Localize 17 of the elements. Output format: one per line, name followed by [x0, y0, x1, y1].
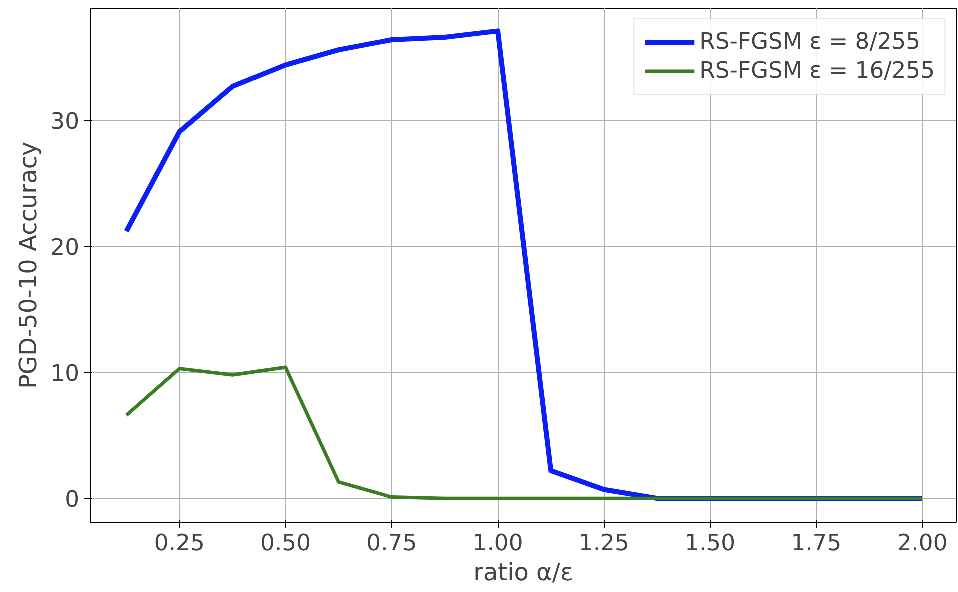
y-tick-label: 10 [50, 361, 80, 388]
x-tick-label: 1.75 [791, 530, 842, 556]
legend-label: RS-FGSM ε = 8/255 [700, 29, 921, 55]
y-tick-label: 20 [50, 235, 80, 262]
x-tick-label: 2.00 [897, 530, 948, 556]
y-tick-label: 0 [65, 487, 80, 514]
line-series [124, 366, 924, 500]
x-tick-label: 0.75 [366, 530, 418, 556]
y-axis-title: PGD-50-10 Accuracy [14, 142, 43, 390]
legend-label: RS-FGSM ε = 16/255 [700, 58, 935, 84]
x-tick-label: 0.25 [154, 530, 205, 556]
x-axis-title: ratio α/ε [474, 558, 574, 586]
x-tick-label: 1.00 [472, 530, 524, 556]
x-tick-label: 0.50 [260, 530, 312, 556]
x-tick-label: 1.50 [685, 530, 736, 556]
x-tick-label: 1.25 [578, 530, 630, 556]
y-tick-label: 30 [50, 109, 80, 136]
